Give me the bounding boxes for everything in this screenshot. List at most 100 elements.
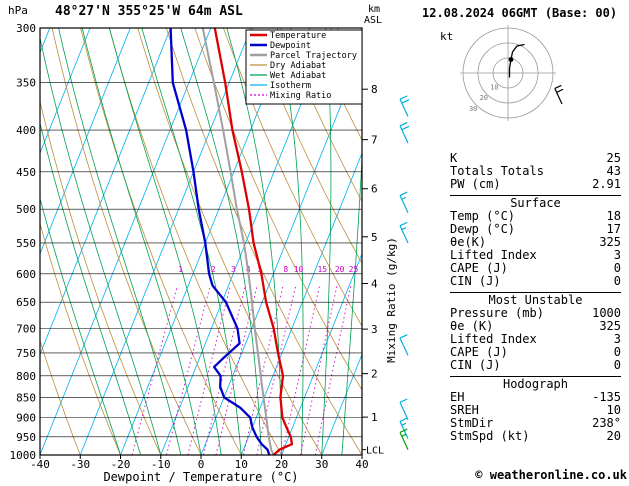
stat-row: EH -135 [450,391,621,404]
hodograph-unit-label: kt [440,30,453,43]
stats-tables: K 25 Totals Totals 43 PW (cm) 2.91 Surface Temp… [450,152,621,443]
asl-axis-label: ASL [364,15,382,26]
legend-label: Dewpoint [270,41,311,51]
sounding-curves [169,28,294,455]
stat-row: θe (K) 325 [450,320,621,333]
pressure-tick-label: 950 [16,431,36,444]
stat-row: StmSpd (kt) 20 [450,430,621,443]
km-tick-label: 4 [371,278,378,291]
pressure-tick-label: 700 [16,323,36,336]
hodograph-trace [508,43,525,78]
km-tick-label: 3 [371,323,378,336]
stat-row: CIN (J) 0 [450,359,621,372]
mixing-ratio-value-label: 15 [317,265,327,274]
stat-value: -135 [592,390,621,404]
mixing-ratio-value-label: 10 [294,265,304,274]
station-title: 48°27'N 355°25'W 64m ASL [55,4,243,19]
legend-label: Isotherm [270,81,311,91]
stat-label: SREH [450,403,479,417]
km-tick-label: 7 [371,134,378,147]
stat-row: StmDir 238° [450,417,621,430]
stat-value: 325 [599,235,621,249]
stat-label: Dewp (°C) [450,222,516,236]
stat-value: 17 [606,222,621,236]
km-tick-label: 2 [371,368,378,381]
mixing-ratio-value-label: 3 [231,265,236,274]
stat-row: Lifted Index 3 [450,333,621,346]
pressure-tick-label: 900 [16,412,36,425]
mixing-ratio-labels: 1 2 3 4 5 8 10 15 20 25 [178,265,358,274]
stat-value: 0 [613,358,621,372]
dewpoint-curve [169,28,271,455]
stat-label: PW (cm) [450,177,501,191]
stats-section: Hodograph EH -135 SREH 10 StmDir 238° StmSpd (k… [450,376,621,443]
stat-value: 10 [606,403,621,417]
mixing-ratio-value-label: 25 [349,265,359,274]
info-panel: 12.08.2024 06GMT (Base: 00) 10 20 30 kt K 25… [420,0,629,486]
section-title: Surface [510,196,561,210]
axis-labels: hPa 48°27'N 355°25'W 64m ASL3003504004505… [8,4,398,484]
temperature-tick-label: 20 [275,458,288,471]
section-title: Most Unstable [488,293,583,307]
stat-label: CIN (J) [450,358,501,372]
pressure-tick-label: 300 [16,22,36,35]
temperature-tick-label: -20 [111,458,131,471]
stat-label: K [450,151,458,165]
stat-label: Totals Totals [450,164,544,178]
pressure-tick-label: 550 [16,237,36,250]
stat-row: CIN (J) 0 [450,275,621,288]
stat-value: 43 [606,164,621,178]
mixing-ratio-value-label: 8 [283,265,288,274]
stat-value: 0 [613,261,621,275]
section-title: Hodograph [502,377,569,391]
mixing-ratio-lines [131,285,352,455]
pressure-tick-label: 650 [16,296,36,309]
temperature-curve [213,28,294,455]
stat-label: θe (K) [450,319,494,333]
pressure-tick-label: 450 [16,166,36,179]
stat-label: Pressure (mb) [450,306,544,320]
stat-value: 0 [613,345,621,359]
copyright: © weatheronline.co.uk [475,468,627,482]
pressure-tick-label: 500 [16,203,36,216]
km-tick-label: 5 [371,231,378,244]
pressure-tick-label: 600 [16,268,36,281]
stat-label: Temp (°C) [450,209,516,223]
stat-row: θe(K) 325 [450,236,621,249]
stat-row: SREH 10 [450,404,621,417]
stat-value: 20 [606,429,621,443]
stat-row: CAPE (J) 0 [450,262,621,275]
pressure-tick-label: 750 [16,347,36,360]
wind-barbs [399,95,410,450]
parcel-trajectory-curve [201,28,275,455]
pressure-tick-label: 1000 [10,449,37,462]
stat-label: Lifted Index [450,332,537,346]
legend-label: Mixing Ratio [270,91,331,101]
stats-section: Most Unstable Pressure (mb) 1000 θe (K) 325 L… [450,292,621,372]
pressure-tick-label: 400 [16,124,36,137]
stat-label: θe(K) [450,235,487,249]
datetime-title: 12.08.2024 06GMT (Base: 00) [422,6,618,20]
km-tick-label: 6 [371,183,378,196]
temperature-tick-label: -10 [151,458,171,471]
stat-row: K 25 [450,152,621,165]
stat-row: Pressure (mb) 1000 [450,307,621,320]
temperature-tick-label: -40 [30,458,50,471]
legend-label: Temperature [270,31,326,41]
stat-value: 325 [599,319,621,333]
temperature-tick-label: 0 [198,458,205,471]
hodograph-storm-dot [508,57,514,62]
stat-row: Totals Totals 43 [450,165,621,178]
stat-label: CAPE (J) [450,345,508,359]
stat-value: 3 [613,332,621,346]
temperature-tick-label: 40 [355,458,368,471]
stat-value: 0 [613,274,621,288]
stat-label: CIN (J) [450,274,501,288]
pressure-tick-label: 800 [16,370,36,383]
stat-value: 238° [592,416,621,430]
stat-row: Temp (°C) 18 [450,210,621,223]
